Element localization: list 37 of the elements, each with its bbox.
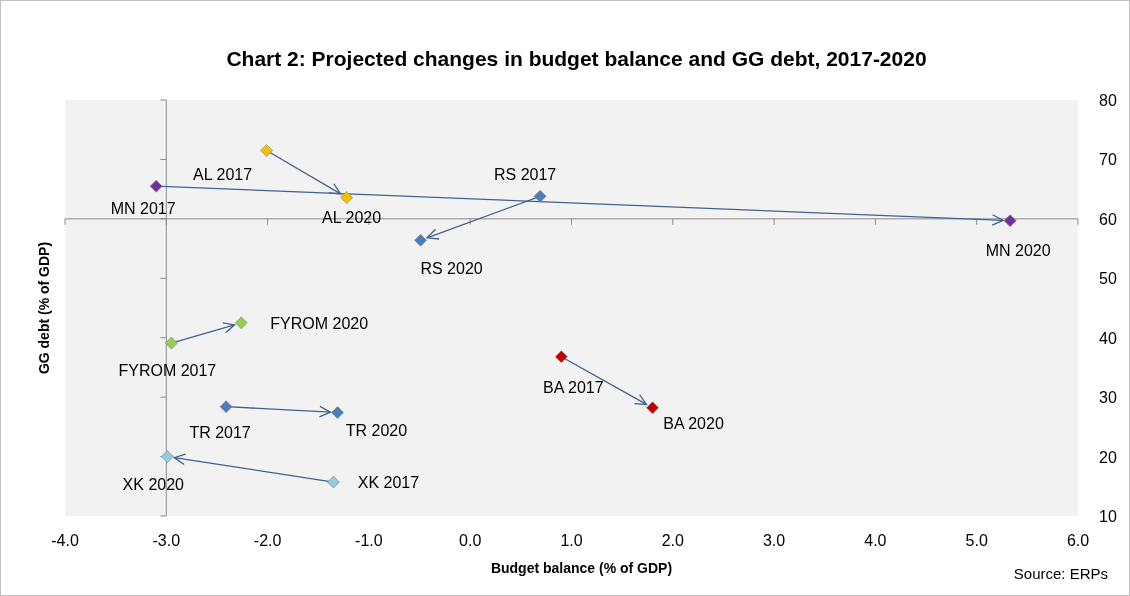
y-axis-title: GG debt (% of GDP) (36, 241, 52, 375)
x-tick-label: -1.0 (355, 532, 383, 549)
y-tick-label: 10 (1099, 508, 1117, 525)
annotation: AL 2020 (322, 209, 382, 227)
y-tick-label: 30 (1099, 389, 1117, 407)
y-tick-label: 70 (1099, 151, 1117, 169)
y-tick-label: 80 (1099, 92, 1117, 109)
annotation: BA 2017 (543, 378, 604, 396)
x-tick-label: -2.0 (253, 532, 282, 549)
x-tick-label: 6.0 (1066, 532, 1090, 549)
x-tick-label: 2.0 (661, 532, 685, 549)
chart-title: Chart 2: Projected changes in budget balance and GG debt, 2017-2020 (226, 47, 927, 70)
x-tick-label: -4.0 (51, 532, 79, 549)
annotation: RS 2017 (493, 166, 557, 184)
annotation: RS 2020 (420, 260, 483, 278)
annotation: XK 2017 (357, 474, 420, 492)
y-tick-label: 40 (1099, 329, 1117, 347)
x-tick-label: 0.0 (459, 532, 482, 549)
annotation: FYROM 2017 (118, 362, 217, 380)
y-tick-label: 50 (1099, 270, 1117, 288)
annotation: TR 2020 (345, 421, 408, 439)
annotation: AL 2017 (193, 165, 253, 183)
annotation: FYROM 2020 (270, 314, 369, 332)
x-axis-title: Budget balance (% of GDP) (490, 560, 673, 576)
annotation: XK 2020 (122, 475, 185, 493)
x-tick-label: -3.0 (152, 532, 181, 549)
y-tick-label: 20 (1099, 448, 1117, 466)
x-tick-label: 4.0 (864, 532, 887, 549)
annotation: BA 2020 (663, 414, 724, 432)
x-tick-label: 1.0 (560, 532, 583, 549)
x-tick-label: 5.0 (965, 532, 988, 549)
annotation: MN 2020 (985, 241, 1051, 259)
source-note: Source: ERPs (1013, 565, 1108, 582)
y-tick-label: 60 (1099, 210, 1117, 228)
annotation: TR 2017 (189, 423, 251, 441)
x-tick-label: 3.0 (762, 532, 786, 549)
annotation: MN 2017 (110, 200, 176, 218)
